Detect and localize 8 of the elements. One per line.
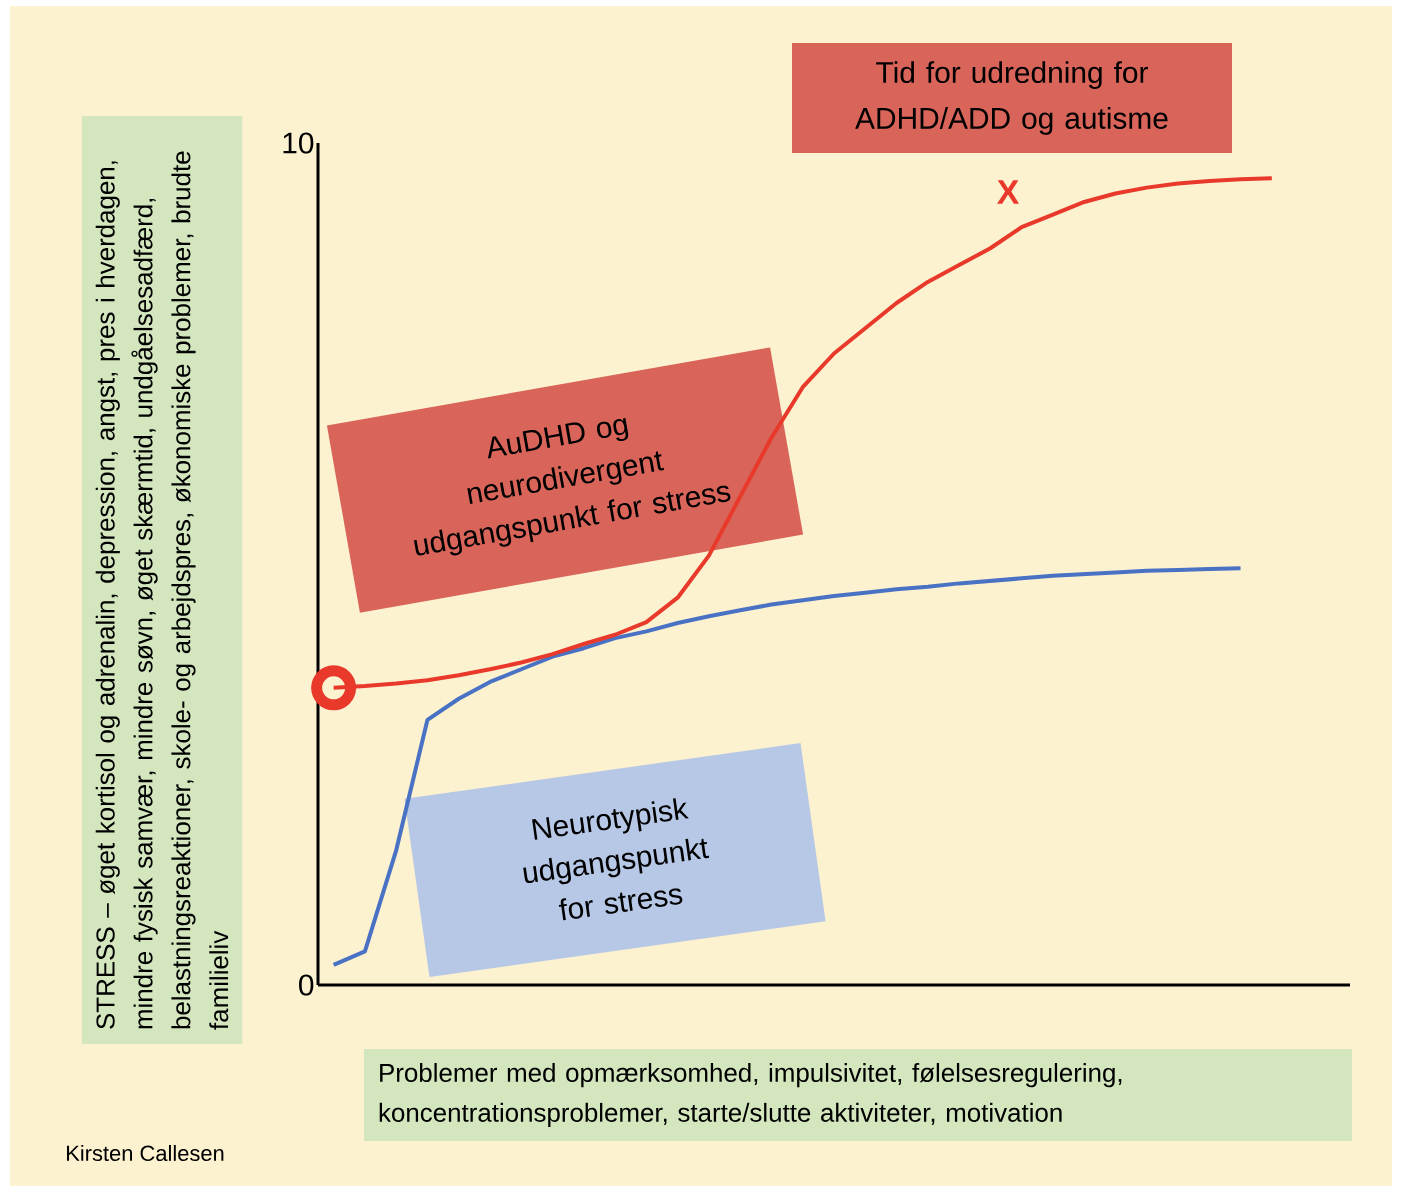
- x-axis-title: Problemer med opmærksomhed, impulsivitet, følelsesregulering, koncentrationsproblemer, starte/slutte aktiviteter, motivation: [379, 1063, 1122, 1128]
- text: Tid for udredning for ADHD/ADD og autisme: [855, 61, 1168, 135]
- y-tick-label: 0: [299, 974, 314, 996]
- annotation: Neurotypisk udgangspunkt for stress: [523, 798, 710, 921]
- annotation: X: [997, 180, 1020, 204]
- y-tick-label: 10: [283, 132, 314, 154]
- y-axis-title: STRESS – øget kortisol og adrenalin, depression, angst, pres i hverdagen, mindre fysisk samvær, mindre søvn, øget skærmtid, undgåelsesadfærd, belastningsreaktioner, skole- og arbejdspres, økonomiske problemer, brudte familieliv: [95, 151, 229, 1030]
- text: Kirsten Callesen: [67, 1144, 224, 1162]
